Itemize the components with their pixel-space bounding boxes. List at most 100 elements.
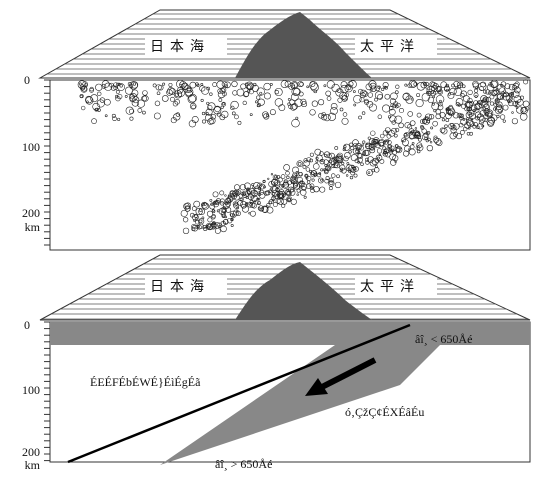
hypocenter bbox=[298, 162, 301, 165]
hypocenter bbox=[222, 103, 224, 105]
hypocenter bbox=[392, 121, 396, 125]
hypocenter bbox=[143, 91, 148, 96]
hypocenter bbox=[183, 228, 189, 234]
hypocenter bbox=[312, 179, 314, 181]
hypocenter bbox=[313, 163, 319, 169]
hypocenter bbox=[327, 96, 331, 100]
hypocenter bbox=[331, 103, 337, 109]
hypocenter bbox=[249, 212, 251, 214]
hypocenter bbox=[442, 118, 445, 121]
hypocenter bbox=[201, 99, 203, 101]
hypocenter bbox=[416, 99, 424, 107]
hypocenter bbox=[221, 106, 224, 109]
hypocenter bbox=[374, 167, 379, 172]
hypocenter bbox=[433, 121, 438, 126]
hypocenter bbox=[190, 82, 196, 88]
hypocenter bbox=[432, 103, 439, 110]
hypocenter bbox=[275, 99, 283, 107]
hypocenter bbox=[292, 88, 300, 96]
hypocenter bbox=[439, 100, 441, 102]
hypocenter bbox=[500, 115, 505, 120]
hypocenter bbox=[368, 137, 371, 140]
hypocenter bbox=[219, 98, 222, 101]
hypocenter bbox=[250, 211, 255, 216]
hypocenter bbox=[342, 162, 344, 164]
hypocenter bbox=[232, 112, 235, 115]
hypocenter bbox=[396, 148, 399, 151]
hypocenter bbox=[382, 105, 389, 112]
depth-axis bbox=[44, 80, 50, 245]
hypocenter bbox=[430, 141, 432, 143]
hypocenter bbox=[288, 98, 290, 100]
hypocenter bbox=[288, 198, 291, 201]
hypocenter bbox=[229, 200, 231, 202]
hypocenter bbox=[503, 120, 506, 123]
hypocenter bbox=[170, 97, 174, 101]
hypocenter bbox=[209, 93, 212, 96]
hypocenter bbox=[415, 128, 417, 130]
hypocenter bbox=[468, 90, 473, 95]
sea-label: 日本海 bbox=[150, 39, 210, 55]
hypocenter bbox=[359, 116, 362, 119]
hypocenter bbox=[368, 172, 370, 174]
hypocenter bbox=[520, 113, 527, 120]
hypocenter bbox=[416, 93, 419, 96]
hypocenter bbox=[412, 142, 414, 144]
hypocenter bbox=[270, 83, 272, 85]
hypocenter bbox=[199, 220, 202, 223]
hypocenter bbox=[446, 119, 449, 122]
hypocenter bbox=[515, 105, 517, 107]
hypocenter bbox=[201, 83, 203, 85]
hypocenter bbox=[102, 84, 106, 88]
hypocenter bbox=[297, 161, 303, 167]
hypocenter bbox=[399, 108, 403, 112]
hypocenter bbox=[130, 117, 133, 120]
hypocenter bbox=[377, 149, 382, 154]
hypocenter bbox=[97, 100, 104, 107]
hypocenter bbox=[302, 187, 306, 191]
hypocenter bbox=[427, 145, 433, 151]
hypocenter bbox=[125, 95, 127, 97]
hypocenter bbox=[157, 92, 160, 95]
hypocenter bbox=[192, 105, 196, 109]
hypocenter bbox=[213, 82, 217, 86]
depth-unit: km bbox=[25, 458, 41, 472]
hypocenter bbox=[353, 91, 355, 93]
sea-label: 太平洋 bbox=[360, 279, 420, 295]
depth-tick: 100 bbox=[22, 140, 40, 154]
hypocenter bbox=[243, 101, 247, 105]
hypocenter bbox=[256, 96, 260, 100]
hypocenter bbox=[238, 121, 241, 124]
hypocenter bbox=[328, 113, 335, 120]
hypocenter bbox=[354, 104, 356, 106]
hypocenter bbox=[194, 201, 200, 207]
hypocenter bbox=[436, 109, 441, 114]
hypocenter bbox=[320, 187, 325, 192]
hypocenter bbox=[271, 173, 273, 175]
hypocenter bbox=[264, 93, 270, 99]
hypocenter bbox=[332, 84, 340, 92]
hypocenter bbox=[173, 114, 180, 121]
hypocenter bbox=[264, 83, 271, 90]
hypocenter bbox=[279, 105, 285, 111]
hypocenter bbox=[438, 105, 443, 110]
hypocenter bbox=[335, 182, 341, 188]
depth-axis bbox=[44, 322, 50, 461]
hypocenter bbox=[320, 179, 322, 181]
hypocenter bbox=[450, 88, 457, 95]
hypocenter bbox=[270, 109, 275, 114]
hypocenter bbox=[162, 95, 168, 101]
hypocenter bbox=[450, 133, 456, 139]
hypocenter bbox=[304, 196, 306, 198]
hypocenter bbox=[155, 101, 160, 106]
hypocenter bbox=[220, 199, 224, 203]
hypocenter bbox=[431, 127, 433, 129]
hypocenter bbox=[221, 226, 227, 232]
hypocenter bbox=[250, 114, 252, 116]
hypocenter bbox=[132, 90, 138, 96]
hypocenter bbox=[240, 184, 246, 190]
hypocenter bbox=[394, 134, 397, 137]
hypocenter bbox=[307, 181, 310, 184]
hypocenter bbox=[362, 144, 364, 146]
region-label: ÉEÉFÉbÉWÉ}ÉìÉgÉã bbox=[90, 375, 201, 389]
